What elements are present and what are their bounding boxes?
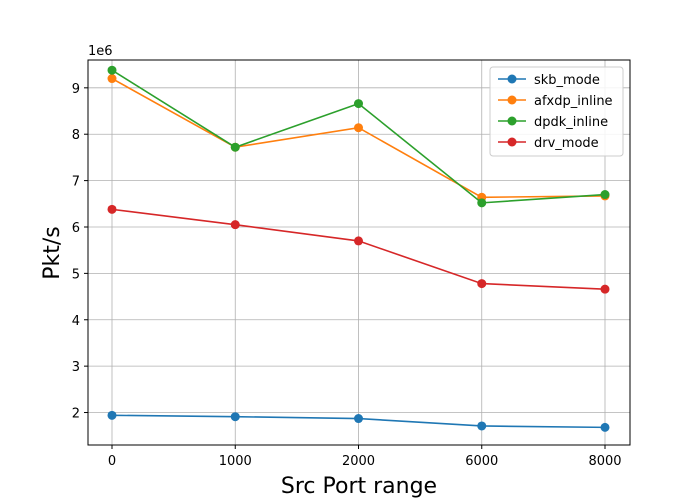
data-point-drv_mode <box>354 236 363 246</box>
x-axis-ticks: 0 1000 2000 6000 8000 <box>108 445 622 469</box>
legend-marker-drv_mode <box>507 137 517 147</box>
x-tick-label: 6000 <box>465 454 498 469</box>
data-point-drv_mode <box>230 220 240 230</box>
data-point-afxdp_inline <box>107 74 117 84</box>
data-point-dpdk_inline <box>107 65 117 75</box>
x-tick-label: 8000 <box>588 454 621 469</box>
y-axis-ticks: 2 3 4 5 6 7 8 9 <box>72 82 88 422</box>
x-axis-label: Src Port range <box>281 474 437 499</box>
legend-label-afxdp_inline: afxdp_inline <box>534 94 613 109</box>
data-point-dpdk_inline <box>477 198 487 208</box>
data-point-skb_mode <box>107 410 117 420</box>
legend-marker-dpdk_inline <box>507 116 517 126</box>
x-tick-label: 0 <box>108 454 116 469</box>
series-group <box>107 65 610 432</box>
legend-label-drv_mode: drv_mode <box>534 136 599 151</box>
legend: skb_mode afxdp_inline dpdk_inline drv_mode <box>489 66 624 157</box>
data-point-skb_mode <box>354 414 363 424</box>
legend-box <box>489 66 624 157</box>
x-tick-label: 1000 <box>219 454 252 469</box>
legend-marker-skb_mode <box>507 74 517 84</box>
y-tick-label: 8 <box>72 128 80 143</box>
data-point-dpdk_inline <box>354 99 363 109</box>
data-point-drv_mode <box>107 204 117 214</box>
y-tick-label: 2 <box>72 407 80 422</box>
data-point-skb_mode <box>477 421 487 431</box>
legend-label-skb_mode: skb_mode <box>534 73 600 88</box>
y-tick-label: 6 <box>72 221 80 236</box>
data-point-afxdp_inline <box>354 123 363 133</box>
data-point-dpdk_inline <box>230 142 240 152</box>
data-point-drv_mode <box>600 284 610 294</box>
data-point-skb_mode <box>230 412 240 422</box>
y-offset-text: 1e6 <box>88 44 113 59</box>
data-point-skb_mode <box>600 422 610 432</box>
y-tick-label: 5 <box>72 267 80 282</box>
data-point-dpdk_inline <box>600 190 610 200</box>
x-tick-label: 2000 <box>342 454 375 469</box>
y-axis-label: Pkt/s <box>40 226 65 280</box>
legend-label-dpdk_inline: dpdk_inline <box>534 115 608 130</box>
y-tick-label: 7 <box>72 175 80 190</box>
legend-marker-afxdp_inline <box>507 95 517 105</box>
data-point-drv_mode <box>477 279 487 289</box>
y-tick-label: 3 <box>72 360 80 375</box>
y-tick-label: 9 <box>72 82 80 97</box>
y-tick-label: 4 <box>72 314 80 329</box>
